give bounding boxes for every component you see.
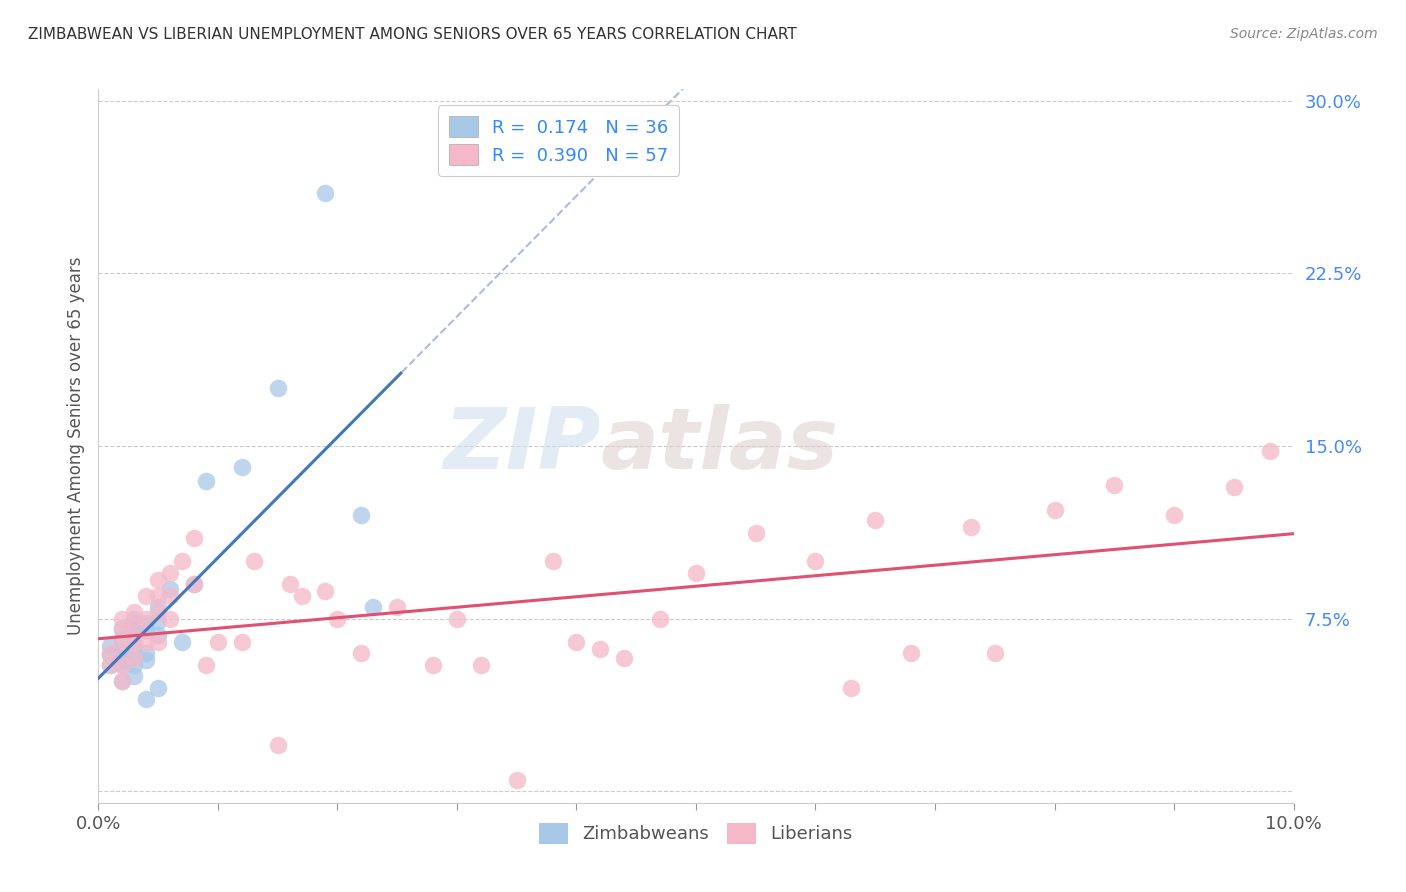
Point <box>422 657 444 672</box>
Point <box>506 772 529 787</box>
Point <box>984 646 1007 660</box>
Point <box>148 634 170 648</box>
Text: atlas: atlas <box>600 404 838 488</box>
Point <box>315 584 337 599</box>
Point <box>195 474 218 488</box>
Point <box>148 605 170 619</box>
Point <box>172 634 194 648</box>
Point <box>446 612 468 626</box>
Point <box>124 641 146 656</box>
Point <box>1043 503 1066 517</box>
Point <box>135 612 157 626</box>
Point <box>148 600 170 615</box>
Point <box>159 566 181 580</box>
Point <box>124 650 146 665</box>
Point <box>159 612 181 626</box>
Point <box>124 650 146 665</box>
Point <box>98 657 122 672</box>
Text: ZIP: ZIP <box>443 404 600 488</box>
Point <box>804 554 827 568</box>
Point <box>1163 508 1185 522</box>
Point <box>135 623 157 637</box>
Point <box>111 650 134 665</box>
Point <box>267 381 290 395</box>
Point <box>745 526 768 541</box>
Point <box>124 628 146 642</box>
Point <box>111 673 134 688</box>
Point <box>326 612 349 626</box>
Point <box>135 616 157 631</box>
Point <box>124 634 146 648</box>
Point <box>124 605 146 619</box>
Point <box>267 738 290 752</box>
Point <box>111 653 134 667</box>
Point <box>159 589 181 603</box>
Point <box>124 618 146 632</box>
Point <box>135 589 157 603</box>
Point <box>111 657 134 672</box>
Y-axis label: Unemployment Among Seniors over 65 years: Unemployment Among Seniors over 65 years <box>66 257 84 635</box>
Point <box>350 508 373 522</box>
Point <box>1223 480 1246 494</box>
Point <box>865 513 887 527</box>
Point <box>124 657 146 672</box>
Point <box>183 577 205 591</box>
Point <box>148 628 170 642</box>
Point <box>111 646 134 660</box>
Text: ZIMBABWEAN VS LIBERIAN UNEMPLOYMENT AMONG SENIORS OVER 65 YEARS CORRELATION CHAR: ZIMBABWEAN VS LIBERIAN UNEMPLOYMENT AMON… <box>28 27 797 42</box>
Point <box>278 577 301 591</box>
Point <box>159 582 181 596</box>
Point <box>148 589 170 603</box>
Point <box>124 616 146 631</box>
Point <box>207 634 229 648</box>
Point <box>135 646 157 660</box>
Point <box>685 566 707 580</box>
Point <box>650 612 672 626</box>
Point <box>98 648 122 663</box>
Point <box>98 640 122 654</box>
Point <box>613 650 636 665</box>
Point <box>363 600 385 615</box>
Text: Source: ZipAtlas.com: Source: ZipAtlas.com <box>1230 27 1378 41</box>
Point <box>98 657 122 672</box>
Point <box>315 186 337 200</box>
Point <box>98 646 122 660</box>
Point <box>291 589 314 603</box>
Point <box>565 634 588 648</box>
Point <box>135 692 157 706</box>
Legend: Zimbabweans, Liberians: Zimbabweans, Liberians <box>531 815 860 851</box>
Point <box>350 646 373 660</box>
Point <box>111 657 134 672</box>
Point <box>135 653 157 667</box>
Point <box>111 621 134 635</box>
Point <box>111 634 134 648</box>
Point <box>385 600 409 615</box>
Point <box>124 618 146 632</box>
Point <box>1258 443 1281 458</box>
Point <box>172 554 194 568</box>
Point <box>541 554 564 568</box>
Point <box>195 657 218 672</box>
Point <box>148 573 170 587</box>
Point <box>111 612 134 626</box>
Point <box>148 614 170 628</box>
Point <box>111 673 134 688</box>
Point <box>231 634 253 648</box>
Point <box>124 612 146 626</box>
Point <box>470 657 492 672</box>
Point <box>231 459 253 474</box>
Point <box>900 646 922 660</box>
Point <box>124 669 146 683</box>
Point <box>111 632 134 647</box>
Point <box>148 681 170 695</box>
Point <box>243 554 266 568</box>
Point <box>1104 478 1126 492</box>
Point <box>111 623 134 637</box>
Point <box>135 634 157 648</box>
Point <box>589 641 612 656</box>
Point <box>841 681 863 695</box>
Point <box>183 577 205 591</box>
Point <box>183 531 205 545</box>
Point <box>960 519 983 533</box>
